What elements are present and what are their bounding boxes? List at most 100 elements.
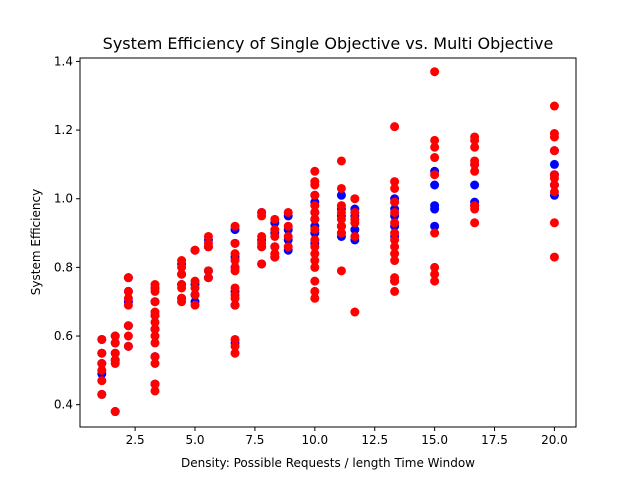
data-point-s1-137 [470, 166, 480, 176]
data-point-s1-30 [150, 359, 160, 368]
data-point-s1-51 [230, 238, 240, 248]
data-point-s1-3 [97, 365, 107, 375]
data-point-s1-104 [350, 207, 360, 217]
data-point-s1-100 [336, 221, 346, 231]
data-point-s1-102 [336, 266, 346, 276]
plot-frame [79, 57, 577, 428]
data-point-s1-70 [270, 225, 280, 235]
data-point-s1-39 [177, 297, 187, 307]
data-point-s1-6 [110, 331, 120, 341]
data-point-s1-22 [150, 297, 160, 307]
x-tick-label: 10.0 [301, 433, 328, 447]
data-point-s1-97 [336, 201, 346, 211]
data-point-s1-31 [150, 379, 160, 389]
data-point-s1-69 [270, 214, 280, 224]
x-tick-label: 2.5 [126, 433, 145, 447]
data-point-s1-96 [336, 183, 346, 193]
data-point-s1-84 [310, 207, 320, 217]
data-point-s1-58 [230, 293, 240, 303]
data-point-s1-56 [230, 283, 240, 293]
data-point-s1-1 [97, 348, 107, 358]
data-point-s1-13 [123, 286, 133, 296]
data-point-s1-81 [310, 180, 320, 190]
data-point-s1-8 [110, 348, 120, 358]
data-point-s1-11 [110, 407, 120, 417]
data-point-s1-49 [203, 273, 213, 283]
data-point-s1-2 [97, 359, 107, 368]
data-point-s1-106 [350, 218, 360, 228]
data-point-s1-75 [283, 207, 293, 217]
data-point-s1-76 [283, 221, 293, 231]
data-point-s1-143 [549, 132, 559, 142]
data-point-s1-144 [549, 146, 559, 156]
data-point-s1-33 [177, 256, 187, 266]
data-point-s1-85 [310, 214, 320, 224]
data-point-s1-101 [336, 228, 346, 238]
data-point-s1-114 [390, 218, 400, 228]
data-point-s1-18 [123, 341, 133, 351]
y-tick-label: 0.6 [54, 329, 73, 343]
data-point-s1-116 [390, 235, 400, 245]
data-point-s1-28 [150, 338, 160, 348]
data-point-s0-76 [430, 180, 440, 190]
data-point-s1-50 [230, 221, 240, 231]
data-point-s1-140 [470, 218, 480, 228]
data-point-s1-121 [390, 276, 400, 286]
data-point-s1-37 [177, 283, 187, 293]
data-point-s1-68 [257, 259, 267, 269]
points-layer [97, 67, 559, 417]
data-point-s1-67 [257, 242, 267, 252]
data-point-s1-52 [230, 249, 240, 259]
data-point-s1-107 [350, 231, 360, 241]
data-point-s1-117 [390, 242, 400, 252]
data-point-s1-43 [190, 290, 200, 300]
data-point-s1-72 [270, 242, 280, 252]
data-point-s1-90 [310, 256, 320, 266]
data-point-s1-15 [123, 300, 133, 310]
data-point-s1-79 [310, 166, 320, 176]
data-point-s1-42 [190, 283, 200, 293]
data-point-s1-5 [97, 389, 107, 399]
y-tick-label: 1.2 [54, 123, 73, 137]
data-point-s1-146 [549, 173, 559, 183]
data-point-s1-27 [150, 331, 160, 341]
data-point-s1-123 [430, 67, 440, 77]
data-point-s0-85 [549, 159, 559, 169]
data-point-s1-35 [177, 269, 187, 279]
data-point-s1-25 [150, 317, 160, 327]
data-point-s1-126 [430, 153, 440, 163]
data-point-s1-89 [310, 249, 320, 259]
data-point-s1-77 [283, 231, 293, 241]
data-point-s0-59 [336, 190, 346, 200]
data-point-s1-65 [257, 231, 267, 241]
data-point-s1-16 [123, 321, 133, 331]
data-point-s1-34 [177, 262, 187, 272]
data-point-s1-78 [283, 242, 293, 252]
data-point-s1-111 [390, 183, 400, 193]
data-point-s1-21 [150, 286, 160, 296]
data-point-s1-99 [336, 214, 346, 224]
x-tick-label: 15.0 [421, 433, 448, 447]
data-point-s1-118 [390, 249, 400, 259]
chart-title: System Efficiency of Single Objective vs… [103, 34, 554, 53]
y-tick-label: 0.4 [54, 398, 73, 412]
data-point-s1-53 [230, 256, 240, 266]
data-point-s1-82 [310, 190, 320, 200]
data-point-s1-14 [123, 293, 133, 303]
data-point-s1-4 [97, 376, 107, 386]
y-tick-label: 1.4 [54, 54, 73, 68]
data-point-s1-95 [336, 156, 346, 166]
y-tick-label: 0.8 [54, 260, 73, 274]
data-point-s1-48 [203, 266, 213, 276]
data-point-s1-136 [470, 159, 480, 169]
y-axis: 0.4 0.6 0.8 1.0 1.2 1.4 [54, 54, 80, 412]
x-axis-label: Density: Possible Requests / length Time… [181, 456, 475, 470]
x-tick-label: 7.5 [245, 433, 264, 447]
y-tick-label: 1.0 [54, 192, 73, 206]
data-point-s1-7 [110, 338, 120, 348]
data-point-s1-12 [123, 273, 133, 283]
data-point-s0-79 [430, 221, 440, 231]
data-point-s1-61 [230, 341, 240, 351]
data-point-s1-149 [549, 218, 559, 228]
